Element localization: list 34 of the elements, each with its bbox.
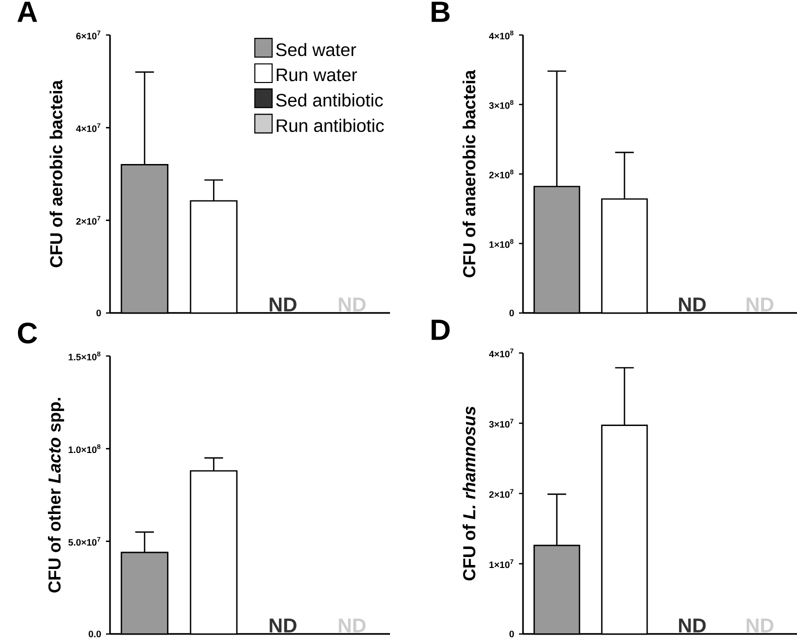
y-tick-label: 1×10$^{8}$ [489, 239, 514, 248]
y-tick-label: 1.0×10$^{8}$ [68, 444, 100, 454]
text: ND [679, 298, 706, 312]
y-tick-label: 6×10$^{7}$ [76, 30, 100, 40]
y-tick-label: 4×10$^{8}$ [489, 30, 514, 40]
y-axis-title: CFU of L. rhamnosus [462, 406, 476, 580]
chart-title: B [432, 2, 450, 22]
legend-label: Run water [276, 68, 358, 82]
y-tick-label: 2×10$^{8}$ [489, 170, 514, 178]
y-tick-label: 0 [509, 630, 514, 638]
y-tick-label: 5.0×10$^{7}$ [68, 536, 100, 546]
y-axis-title: CFU of aerobic bacteia [50, 80, 62, 268]
chart-title: A [17, 2, 38, 22]
y-tick-label: 1×10$^{7}$ [489, 559, 514, 568]
y-tick-label: 1.5×10$^{8}$ [68, 352, 100, 360]
y-tick-label: 0.0 [88, 630, 101, 638]
y-tick-label: 4×10$^{7}$ [489, 348, 514, 358]
y-axis-title: CFU of other Lacto spp. [48, 398, 64, 592]
y-tick-label: 4×10$^{7}$ [76, 123, 100, 132]
text: ND [270, 298, 296, 312]
y-tick-label: 0 [509, 310, 514, 316]
legend-label: Sed antibiotic [276, 93, 383, 107]
text: ND [679, 618, 706, 632]
text: ND [270, 618, 296, 632]
y-axis-title: CFU of anaerobic bacteia [462, 70, 476, 278]
chart-title: C [18, 322, 38, 344]
y-tick-label: 2×10$^{7}$ [489, 489, 514, 498]
legend-label: Sed water [276, 42, 356, 56]
chart-title: D [432, 320, 450, 340]
y-tick-label: 3×10$^{7}$ [489, 418, 514, 428]
y-tick-label: 3×10$^{8}$ [489, 100, 514, 109]
y-tick-label: 2×10$^{7}$ [76, 216, 100, 225]
legend-label: Run antibiotic [276, 118, 384, 132]
y-tick-label: 0 [96, 310, 101, 316]
